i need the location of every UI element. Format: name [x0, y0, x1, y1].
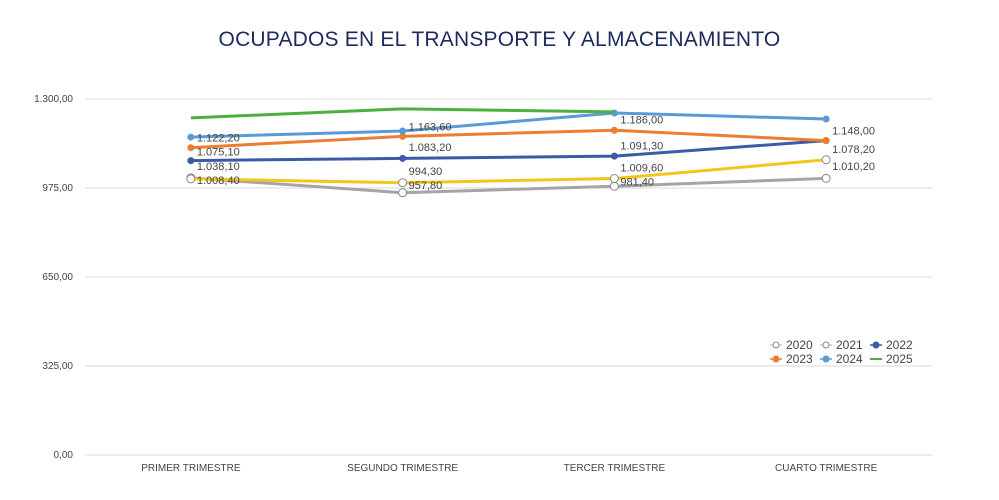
legend-marker-2020	[772, 341, 780, 349]
data-point-2023	[610, 126, 618, 134]
data-point-2024	[822, 115, 830, 123]
series-line-2022	[190, 139, 827, 163]
data-label: 1.038,10	[197, 161, 240, 173]
data-label: 1.010,20	[832, 161, 875, 173]
data-label: 957,80	[409, 180, 443, 192]
data-point-2023	[822, 137, 830, 145]
data-point-2024	[399, 127, 407, 135]
x-tick-label: TERCER TRIMESTRE	[564, 463, 666, 474]
series-line-2024	[190, 111, 827, 139]
y-tick-label: 1.300,00	[34, 94, 73, 105]
data-label: 994,30	[409, 166, 443, 178]
series-line-2020	[190, 176, 827, 195]
legend-label-2021: 2021	[836, 338, 863, 352]
legend-label-2024: 2024	[836, 352, 863, 366]
x-tick-label: SEGUNDO TRIMESTRE	[347, 463, 458, 474]
data-point-2021	[609, 174, 619, 184]
data-label: 1.075,10	[197, 146, 240, 158]
y-tick-label: 975,00	[42, 183, 73, 194]
data-label: 1.008,40	[197, 175, 240, 187]
data-label: 1.186,00	[620, 114, 663, 126]
data-point-2022	[610, 152, 618, 160]
x-tick-label: PRIMER TRIMESTRE	[141, 463, 241, 474]
y-tick-label: 0,00	[54, 450, 74, 461]
data-label: 1.122,20	[197, 132, 240, 144]
data-point-2020	[609, 181, 619, 191]
data-label: 1.083,20	[409, 142, 452, 154]
data-label: 1.163,60	[409, 121, 452, 133]
data-point-2024	[187, 133, 195, 141]
data-label: 1.148,00	[832, 125, 875, 137]
data-point-2023	[187, 144, 195, 152]
legend-label-2022: 2022	[886, 338, 913, 352]
legend-label-2023: 2023	[786, 352, 813, 366]
y-tick-label: 650,00	[42, 272, 73, 283]
legend-label-2025: 2025	[886, 352, 913, 366]
legend-marker-2023	[772, 355, 780, 363]
series-line-2025	[190, 107, 615, 120]
x-tick-label: CUARTO TRIMESTRE	[775, 463, 878, 474]
series-line-2021	[190, 158, 827, 185]
data-point-2022	[399, 154, 407, 162]
chart-title: OCUPADOS EN EL TRANSPORTE Y ALMACENAMIEN…	[218, 28, 781, 51]
data-point-2020	[821, 173, 831, 183]
legend-marker-2022	[872, 341, 880, 349]
y-tick-label: 325,00	[42, 361, 73, 372]
legend-label-2020: 2020	[786, 338, 813, 352]
series-line-2023	[190, 128, 827, 150]
data-point-2020	[398, 188, 408, 198]
data-label: 981,40	[620, 176, 654, 188]
data-point-2021	[186, 174, 196, 184]
data-label: 1.009,60	[620, 162, 663, 174]
legend-marker-2021	[822, 341, 830, 349]
data-label: 1.078,20	[832, 144, 875, 156]
data-point-2021	[398, 178, 408, 188]
legend-marker-2024	[822, 355, 830, 363]
data-point-2021	[821, 155, 831, 165]
data-label: 1.091,30	[620, 140, 663, 152]
data-point-2022	[187, 157, 195, 165]
